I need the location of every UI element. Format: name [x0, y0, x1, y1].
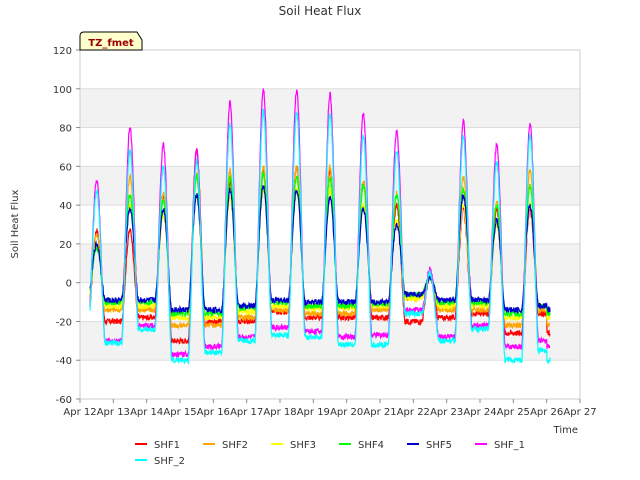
x-tick-label: Apr 15 — [163, 407, 196, 418]
annotation-text: TZ_fmet — [88, 38, 134, 49]
x-tick-label: Apr 25 — [497, 407, 530, 418]
y-tick-label: 120 — [53, 46, 72, 57]
y-tick-label: 20 — [59, 240, 72, 251]
x-tick-label: Apr 22 — [397, 407, 430, 418]
x-tick-label: Apr 19 — [297, 407, 330, 418]
y-tick-label: 0 — [66, 279, 72, 290]
x-tick-label: Apr 21 — [363, 407, 396, 418]
annotation-box — [79, 31, 143, 51]
y-tick-label: 100 — [53, 85, 72, 96]
legend-label: SHF_1 — [494, 440, 525, 451]
series-line-shf-2 — [89, 108, 551, 366]
x-tick-label: Apr 12 — [63, 407, 96, 418]
y-axis-label: Soil Heat Flux — [10, 189, 21, 258]
y-tick-label: -40 — [56, 356, 72, 367]
legend-label: SHF_2 — [154, 456, 185, 467]
x-axis-ticks: Apr 12 Apr 13 Apr 14 Apr 15 Apr 16 Apr 17 Apr … — [63, 399, 597, 418]
x-tick-label: Apr 18 — [263, 407, 296, 418]
x-tick-label: Apr 23 — [430, 407, 463, 418]
y-tick-label: -60 — [56, 395, 72, 406]
x-tick-label: Apr 14 — [130, 407, 163, 418]
legend-label: SHF2 — [222, 440, 248, 451]
chart-title: Soil Heat Flux — [279, 4, 362, 18]
y-tick-label: 80 — [59, 124, 72, 135]
x-tick-label: Apr 16 — [197, 407, 230, 418]
x-tick-label: Apr 17 — [230, 407, 263, 418]
y-tick-label: -20 — [56, 317, 72, 328]
y-axis-ticks: -60 -40 -20 0 20 40 60 80 100 120 — [53, 46, 80, 406]
y-tick-label: 60 — [59, 162, 72, 173]
series-lines — [89, 88, 551, 366]
legend: SHF1 SHF2 SHF3 SHF4 SHF5 SHF_1 SHF_2 — [135, 440, 525, 467]
x-tick-label: Apr 27 — [563, 407, 596, 418]
x-tick-label: Apr 24 — [463, 407, 496, 418]
x-tick-label: Apr 20 — [330, 407, 363, 418]
grid-band — [80, 243, 580, 283]
x-tick-label: Apr 26 — [530, 407, 563, 418]
plot-frame — [79, 49, 581, 400]
y-tick-label: 40 — [59, 201, 72, 212]
legend-label: SHF5 — [426, 440, 452, 451]
legend-label: SHF3 — [290, 440, 316, 451]
x-tick-label: Apr 13 — [97, 407, 130, 418]
legend-label: SHF4 — [358, 440, 384, 451]
grid-band — [80, 321, 580, 361]
x-axis-label: Time — [553, 425, 578, 436]
tz-fmet-annotation: TZ_fmet — [79, 31, 143, 51]
legend-label: SHF1 — [154, 440, 180, 451]
